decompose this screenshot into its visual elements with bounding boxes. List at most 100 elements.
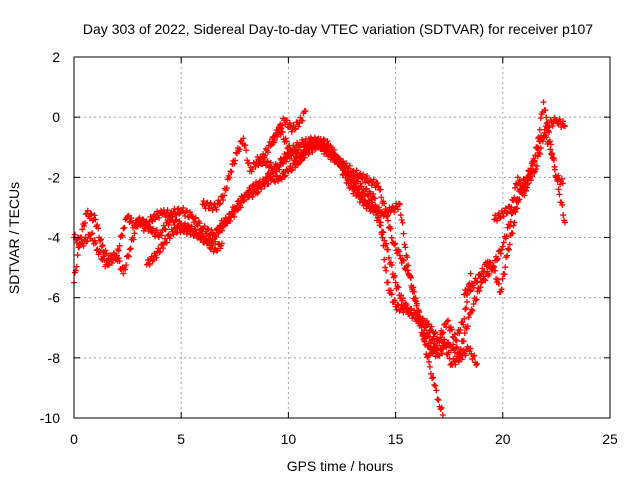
data-point-plus xyxy=(125,253,132,260)
data-point-plus xyxy=(118,232,125,239)
data-point-plus xyxy=(451,331,458,338)
data-point-plus xyxy=(473,296,480,303)
data-point-plus xyxy=(423,318,430,325)
data-point-plus xyxy=(544,124,551,131)
data-point-plus xyxy=(357,170,364,177)
data-point-plus xyxy=(462,352,469,359)
data-point-plus xyxy=(429,375,436,382)
data-point-plus xyxy=(547,146,554,153)
data-point-plus xyxy=(290,122,297,129)
data-point-plus xyxy=(522,179,529,186)
data-points xyxy=(71,99,568,418)
data-point-plus xyxy=(279,160,286,167)
data-point-plus xyxy=(105,262,112,269)
data-point-plus xyxy=(156,249,163,256)
data-point-plus xyxy=(205,226,212,233)
data-point-plus xyxy=(521,192,528,199)
data-point-plus xyxy=(551,166,558,173)
data-point-plus xyxy=(231,160,238,167)
series-track-8 xyxy=(461,129,568,298)
data-point-plus xyxy=(228,168,235,175)
data-point-plus xyxy=(549,150,556,157)
data-point-plus xyxy=(411,288,418,295)
series-track-6 xyxy=(255,108,309,169)
data-point-plus xyxy=(395,248,402,255)
data-point-plus xyxy=(430,374,437,381)
data-point-plus xyxy=(89,217,96,224)
data-point-plus xyxy=(267,142,274,149)
data-point-plus xyxy=(469,356,476,363)
data-point-plus xyxy=(157,248,164,255)
y-tick-label: -10 xyxy=(40,410,60,426)
data-point-plus xyxy=(542,107,549,114)
y-tick-label: -2 xyxy=(48,169,61,185)
data-point-plus xyxy=(272,179,279,186)
data-point-plus xyxy=(100,253,107,260)
data-point-plus xyxy=(561,123,568,130)
data-point-plus xyxy=(559,202,566,209)
data-point-plus xyxy=(248,189,255,196)
data-point-plus xyxy=(287,163,294,170)
data-point-plus xyxy=(557,181,564,188)
data-point-plus xyxy=(500,213,507,220)
data-point-plus xyxy=(403,301,410,308)
data-point-plus xyxy=(126,246,133,253)
data-point-plus xyxy=(464,286,471,293)
data-point-plus xyxy=(383,267,390,274)
data-point-plus xyxy=(119,232,126,239)
data-point-plus xyxy=(423,323,430,330)
data-point-plus xyxy=(425,342,432,349)
data-point-plus xyxy=(503,233,510,240)
data-point-plus xyxy=(468,306,475,313)
data-point-plus xyxy=(237,204,244,211)
data-point-plus xyxy=(395,284,402,291)
data-point-plus xyxy=(216,222,223,229)
data-point-plus xyxy=(425,358,432,365)
data-point-plus xyxy=(217,200,224,207)
data-point-plus xyxy=(397,212,404,219)
data-point-plus xyxy=(510,222,517,229)
data-point-plus xyxy=(400,257,407,264)
data-point-plus xyxy=(162,226,169,233)
data-point-plus xyxy=(276,166,283,173)
data-point-plus xyxy=(358,189,365,196)
data-point-plus xyxy=(394,206,401,213)
data-point-plus xyxy=(529,162,536,169)
data-point-plus xyxy=(436,338,443,345)
data-point-plus xyxy=(274,162,281,169)
data-point-plus xyxy=(74,252,81,259)
data-point-plus xyxy=(226,174,233,181)
data-point-plus xyxy=(429,350,436,357)
data-point-plus xyxy=(157,207,164,214)
data-point-plus xyxy=(288,167,295,174)
data-point-plus xyxy=(462,306,469,313)
data-point-plus xyxy=(220,223,227,230)
data-point-plus xyxy=(427,346,434,353)
data-point-plus xyxy=(286,155,293,162)
data-point-plus xyxy=(496,214,503,221)
data-point-plus xyxy=(473,361,480,368)
data-point-plus xyxy=(128,215,135,222)
data-point-plus xyxy=(281,173,288,180)
data-point-plus xyxy=(267,159,274,166)
data-point-plus xyxy=(470,284,477,291)
data-point-plus xyxy=(166,235,173,242)
data-point-plus xyxy=(467,270,474,277)
data-point-plus xyxy=(82,219,89,226)
data-point-plus xyxy=(381,256,388,263)
data-point-plus xyxy=(377,186,384,193)
data-point-plus xyxy=(418,329,425,336)
chart-title: Day 303 of 2022, Sidereal Day-to-day VTE… xyxy=(83,21,593,37)
data-point-plus xyxy=(407,274,414,281)
data-point-plus xyxy=(387,225,394,232)
data-point-plus xyxy=(367,190,374,197)
data-point-plus xyxy=(437,406,444,413)
data-point-plus xyxy=(87,210,94,217)
data-point-plus xyxy=(95,225,102,232)
data-point-plus xyxy=(429,336,436,343)
data-point-plus xyxy=(457,327,464,334)
data-point-plus xyxy=(231,213,238,220)
data-point-plus xyxy=(512,184,519,191)
data-point-plus xyxy=(381,237,388,244)
data-point-plus xyxy=(476,287,483,294)
